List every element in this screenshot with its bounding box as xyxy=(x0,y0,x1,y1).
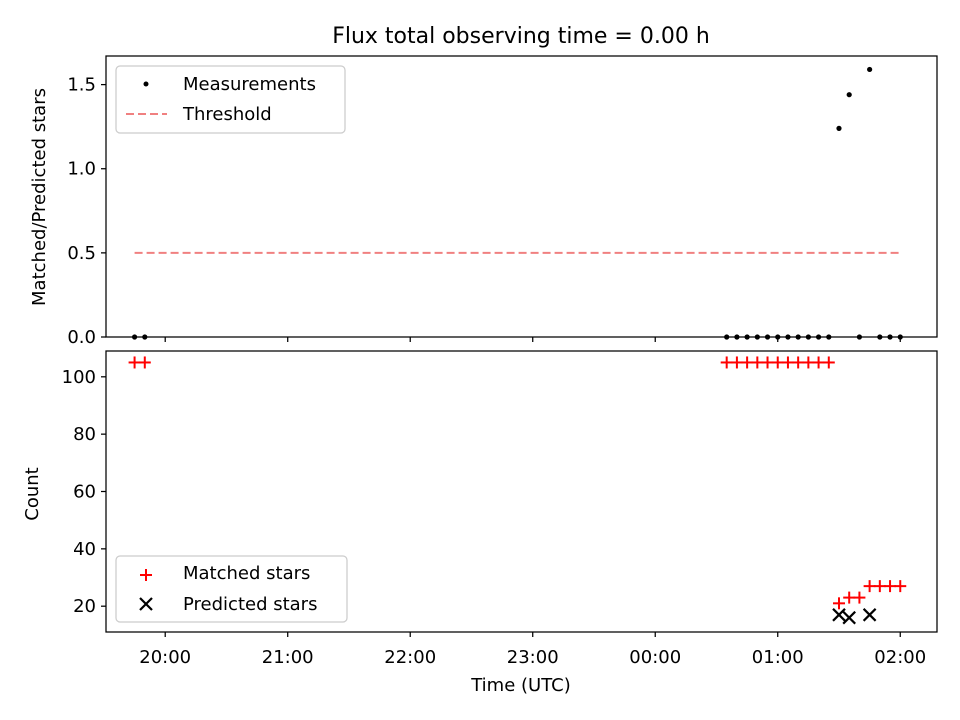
top-panel: 0.0 0.5 1.0 1.5 Matched/Predicted stars Mea… xyxy=(29,55,938,348)
matched-star-point xyxy=(720,356,733,369)
matched-star-point xyxy=(730,356,743,369)
matched-star-point xyxy=(138,356,151,369)
bottom-x-tick-label: 00:00 xyxy=(629,647,681,668)
legend-predicted-stars-marker xyxy=(139,597,153,611)
bottom-x-tick-label: 22:00 xyxy=(384,647,436,668)
matched-star-point xyxy=(792,356,805,369)
legend-matched-stars-marker xyxy=(140,569,152,581)
legend-matched-stars-label: Matched stars xyxy=(183,563,310,584)
bottom-legend: Matched stars Predicted stars xyxy=(115,555,348,623)
bottom-y-axis-label: Count xyxy=(22,467,43,520)
matched-star-point xyxy=(781,356,794,369)
top-chart-title: Flux total observing time = 0.00 h xyxy=(332,24,710,49)
top-axes-frame xyxy=(105,55,938,338)
bottom-x-tick-label: 23:00 xyxy=(507,647,559,668)
matched-star-point xyxy=(884,580,897,593)
matched-star-point xyxy=(741,356,754,369)
measurement-point xyxy=(836,125,842,131)
predicted-star-point xyxy=(862,608,877,622)
bottom-y-tick-label: 40 xyxy=(73,539,96,560)
top-y-tick-label: 0.5 xyxy=(67,243,96,264)
matched-star-point xyxy=(853,591,866,604)
bottom-plot-area xyxy=(128,356,907,625)
bottom-x-tick-label: 20:00 xyxy=(139,647,191,668)
bottom-y-axis: 20 40 60 80 100 xyxy=(62,367,106,617)
bottom-x-tick-label: 01:00 xyxy=(752,647,804,668)
top-plot-area xyxy=(131,66,903,340)
bottom-x-tick-label: 02:00 xyxy=(874,647,926,668)
bottom-x-axis-label: Time (UTC) xyxy=(470,675,571,696)
matched-star-point xyxy=(128,356,141,369)
matched-star-point xyxy=(863,580,876,593)
bottom-y-tick-label: 60 xyxy=(73,482,96,503)
top-y-axis-label: Matched/Predicted stars xyxy=(29,88,50,306)
top-y-tick-label: 1.0 xyxy=(67,159,96,180)
legend-predicted-stars-label: Predicted stars xyxy=(183,594,317,615)
measurement-point xyxy=(867,66,873,73)
top-y-axis: 0.0 0.5 1.0 1.5 xyxy=(67,75,106,348)
matched-star-point xyxy=(832,597,845,610)
legend-measurements-marker xyxy=(143,81,149,87)
matched-star-point xyxy=(771,356,784,369)
matched-star-point xyxy=(843,591,856,604)
bottom-y-tick-label: 80 xyxy=(73,424,96,445)
bottom-x-axis: 20:00 21:00 22:00 23:00 00:00 01:00 02:00 xyxy=(139,632,926,668)
top-legend: Measurements Threshold xyxy=(115,65,346,134)
matched-star-point xyxy=(751,356,764,369)
matched-star-point xyxy=(894,580,907,593)
bottom-x-tick-label: 21:00 xyxy=(262,647,314,668)
predicted-star-point xyxy=(832,608,846,622)
matched-star-point xyxy=(761,356,774,369)
matched-star-point xyxy=(822,356,835,369)
matched-star-point xyxy=(802,356,815,369)
bottom-y-tick-label: 100 xyxy=(62,367,96,388)
legend-measurements-label: Measurements xyxy=(183,74,316,95)
top-y-tick-label: 1.5 xyxy=(67,75,96,96)
matched-star-point xyxy=(812,356,825,369)
bottom-y-tick-label: 20 xyxy=(73,596,96,617)
predicted-star-point xyxy=(842,610,856,625)
bottom-axes-frame xyxy=(105,350,938,633)
legend-threshold-label: Threshold xyxy=(182,104,272,125)
bottom-panel: 20 40 60 80 100 20:00 21:00 22:00 23:00 00:00 01:… xyxy=(22,350,938,696)
top-y-tick-label: 0.0 xyxy=(67,327,96,348)
matched-star-point xyxy=(873,580,886,593)
measurement-point xyxy=(846,92,852,98)
